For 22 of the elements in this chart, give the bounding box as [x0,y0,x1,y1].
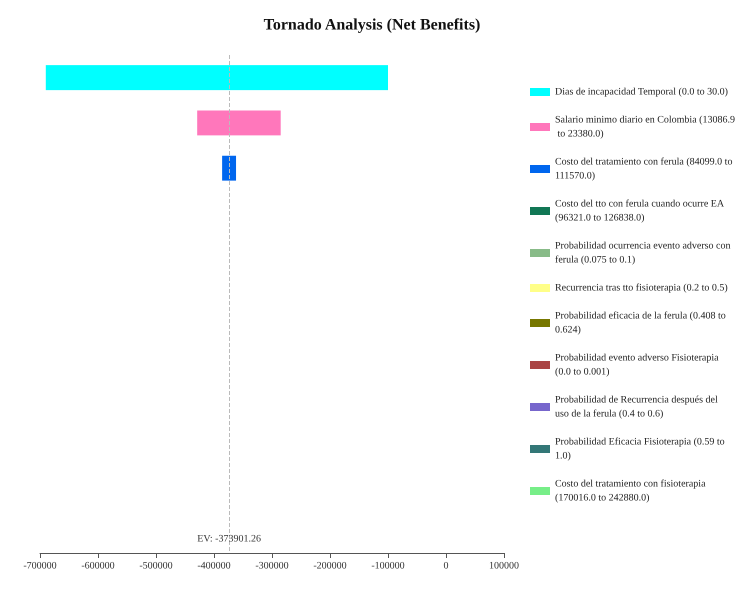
legend-label: Recurrencia tras tto fisioterapia (0.2 to 0.5) [555,282,728,294]
x-tick-label: -200000 [313,560,347,572]
chart-title: Tornado Analysis (Net Benefits) [264,16,480,34]
x-tick-label: 100000 [489,560,519,572]
x-tick-label: -700000 [23,560,57,572]
x-tick-label: -500000 [139,560,173,572]
x-tick-label: 0 [444,560,448,572]
x-tick-label: -600000 [81,560,115,572]
legend-label: Salario minimo diario en Colombia (13086.9 to 23380.0) [555,114,735,140]
ref-line-label: EV: -373901.26 [197,534,261,544]
legend-label: Costo del tratamiento con fisioterapia (170016.0 to 242880.0) [555,478,708,504]
x-tick-label: -400000 [197,560,231,572]
legend-label: Probabilidad eficacia de la ferula (0.408 to 0.624) [555,310,728,336]
legend-label: Dias de incapacidad Temporal (0.0 to 30.0) [555,86,728,98]
legend-label: Costo del tto con ferula cuando ocurre EA (96321.0 to 126838.0) [555,198,726,224]
legend-label: Probabilidad Eficacia Fisioterapia (0.59 to 1.0) [555,436,728,462]
legend-label: Probabilidad evento adverso Fisioterapia (0.0 to 0.001) [555,352,722,378]
legend-label: Probabilidad de Recurrencia después del uso de la ferula (0.4 to 0.6) [555,394,720,420]
legend-label: Probabilidad ocurrencia evento adverso con ferula (0.075 to 0.1) [555,240,733,266]
x-tick-label: -100000 [371,560,405,572]
legend-label: Costo del tratamiento con ferula (84099.0 to 111570.0) [555,156,735,182]
x-tick-label: -300000 [255,560,289,572]
